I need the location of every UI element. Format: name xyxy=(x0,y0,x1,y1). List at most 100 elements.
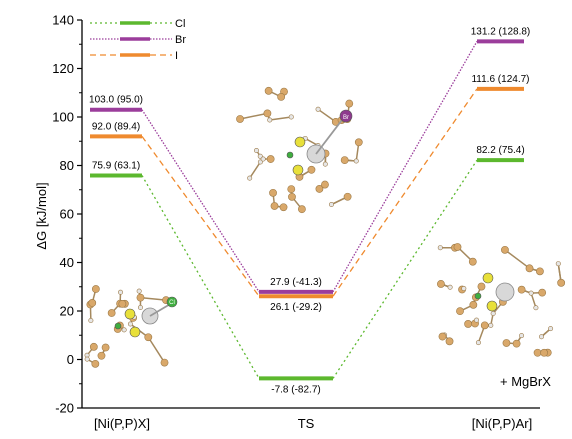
hydrogen-atom xyxy=(138,305,142,309)
hydrogen-atom xyxy=(118,290,122,294)
y-tick-label: 0 xyxy=(67,352,74,367)
carbon-atom xyxy=(145,334,152,341)
bond xyxy=(270,117,292,120)
y-tick-label: 80 xyxy=(60,158,74,173)
axes: -20020406080100120140[Ni(P,P)X]TS[Ni(P,P… xyxy=(52,13,540,432)
carbon-atom xyxy=(265,87,272,94)
carbon-atom xyxy=(236,115,243,122)
hydrogen-atom xyxy=(548,326,552,330)
y-tick-label: 140 xyxy=(52,13,74,28)
phosphorus-atom xyxy=(483,273,493,283)
carbon-atom xyxy=(108,309,115,316)
energy-levels xyxy=(90,41,524,378)
carbon-atom xyxy=(92,285,99,292)
hydrogen-atom xyxy=(122,328,126,332)
bond xyxy=(240,113,267,119)
carbon-atom xyxy=(454,243,461,250)
bond xyxy=(250,162,261,178)
hydrogen-atom xyxy=(137,289,141,293)
carbon-atom xyxy=(465,320,472,327)
hydrogen-atom xyxy=(448,285,452,289)
carbon-atom xyxy=(269,189,276,196)
carbon-atom xyxy=(137,294,144,301)
carbon-atom xyxy=(534,349,541,356)
carbon-atom xyxy=(558,279,565,286)
legend-label-cl: Cl xyxy=(175,18,185,30)
data-labels: 75.9 (63.1)-7.8 (-82.7)82.2 (75.4)103.0 … xyxy=(89,26,530,395)
carbon-atom xyxy=(346,100,353,107)
chlorine-atom xyxy=(115,323,121,329)
carbon-atom xyxy=(161,359,168,366)
hydrogen-atom xyxy=(329,202,333,206)
hydrogen-atom xyxy=(316,107,320,111)
carbon-atom xyxy=(92,360,99,367)
hydrogen-atom xyxy=(323,162,327,166)
carbon-atom xyxy=(341,157,348,164)
data-label-br: 103.0 (95.0) xyxy=(89,95,143,106)
carbon-atom xyxy=(280,204,287,211)
chlorine-atom xyxy=(287,152,293,158)
carbon-atom xyxy=(526,265,533,272)
hydrogen-atom xyxy=(247,176,251,180)
x-tick-label: TS xyxy=(298,416,315,431)
carbon-atom xyxy=(89,299,96,306)
connector-br xyxy=(142,110,259,292)
carbon-atom xyxy=(437,280,444,287)
carbon-atom xyxy=(469,258,476,265)
x-tick-label: [Ni(P,P)X] xyxy=(94,416,150,431)
y-tick-label: 120 xyxy=(52,61,74,76)
hydrogen-atom xyxy=(89,318,93,322)
carbon-atom xyxy=(298,206,305,213)
carbon-atom xyxy=(119,300,126,307)
bond xyxy=(316,116,345,154)
carbon-atom xyxy=(513,340,520,347)
data-label-i: 111.6 (124.7) xyxy=(471,74,529,85)
carbon-atom xyxy=(501,246,508,253)
carbon-atom xyxy=(539,289,546,296)
carbon-atom xyxy=(446,338,453,345)
hydrogen-atom xyxy=(489,323,493,327)
phosphorus-atom xyxy=(293,165,303,175)
data-label-cl: 75.9 (63.1) xyxy=(92,160,140,171)
phosphorus-atom xyxy=(130,327,140,337)
x-tick-label: [Ni(P,P)Ar] xyxy=(472,416,532,431)
carbon-atom xyxy=(518,286,525,293)
carbon-atom xyxy=(288,186,295,193)
connector-i xyxy=(333,89,477,296)
carbon-atom xyxy=(90,343,97,350)
hydrogen-atom xyxy=(261,157,265,161)
carbon-atom xyxy=(541,349,548,356)
hydrogen-atom xyxy=(519,333,523,337)
hydrogen-atom xyxy=(539,335,543,339)
hydrogen-atom xyxy=(268,118,272,122)
carbon-atom xyxy=(271,202,278,209)
hydrogen-atom xyxy=(529,291,533,295)
chlorine-atom xyxy=(475,293,481,299)
y-tick-label: -20 xyxy=(55,401,74,416)
y-axis-label: ΔG [kJ/mol] xyxy=(34,182,49,249)
carbon-atom xyxy=(308,166,315,173)
phosphorus-atom xyxy=(295,137,305,147)
atom-label-br: Br xyxy=(343,115,349,121)
y-tick-label: 20 xyxy=(60,304,74,319)
hydrogen-atom xyxy=(534,306,538,310)
bond xyxy=(505,250,530,268)
connector-i xyxy=(142,136,259,296)
hydrogen-atom xyxy=(474,318,478,322)
carbon-atom xyxy=(481,322,488,329)
hydrogen-atom xyxy=(491,311,495,315)
data-label-br: 27.9 (-41.3) xyxy=(270,277,322,288)
carbon-atom xyxy=(267,155,274,162)
carbon-atom xyxy=(355,139,362,146)
carbon-atom xyxy=(503,339,510,346)
carbon-atom xyxy=(439,333,446,340)
carbon-atom xyxy=(288,193,295,200)
connector-br xyxy=(333,41,477,292)
y-tick-label: 40 xyxy=(60,255,74,270)
carbon-atom xyxy=(344,193,351,200)
hydrogen-atom xyxy=(128,322,132,326)
hydrogen-atom xyxy=(254,148,258,152)
